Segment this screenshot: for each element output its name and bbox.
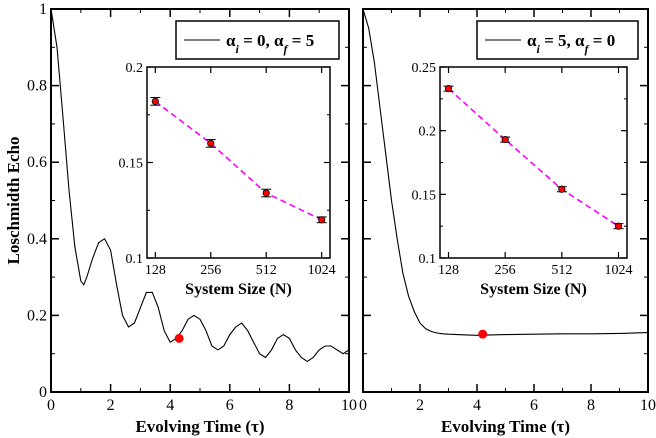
inset-x-tick-label: 256: [200, 263, 221, 278]
series-line: [50, 8, 350, 363]
legend-label-part: α: [274, 31, 284, 50]
legend-label-part: α: [527, 31, 537, 50]
inset-x-axis-label: System Size (N): [185, 281, 292, 298]
x-axis-label: Evolving Time (τ): [441, 417, 570, 436]
inset-x-tick-label: 256: [495, 263, 516, 278]
legend-label-part: i: [236, 42, 240, 56]
x-tick-label: 10: [640, 397, 656, 414]
legend-label-part: = 0,: [239, 31, 274, 50]
panel-left: 0 2 4 6 8 10 0 0.2 0.4 0.6 0.8 1 Evolving Time (τ) Lo…: [4, 1, 357, 436]
inset-data-point: [558, 185, 566, 193]
x-tick-label: 10: [341, 397, 357, 414]
y-tick-label: 0: [39, 384, 47, 401]
highlight-point: [174, 333, 184, 343]
legend-label-part: α: [575, 31, 585, 50]
legend-label: αi = 0, αf = 5: [226, 31, 314, 56]
inset-y-tick-label: 0.1: [419, 252, 437, 267]
y-tick-label: 0.4: [27, 231, 47, 248]
legend-label-part: = 0: [589, 31, 616, 50]
x-tick-label: 4: [166, 397, 174, 414]
inset-y-tick-label: 0.2: [126, 61, 144, 76]
x-tick-label: 4: [473, 397, 481, 414]
x-tick-label: 8: [587, 397, 595, 414]
legend-label: αi = 5, αf = 0: [527, 31, 615, 56]
inset-frame: [439, 66, 628, 259]
inset-x-tick-label: 512: [551, 263, 572, 278]
y-tick-label: 0.6: [27, 154, 47, 171]
inset-fit-line: [447, 88, 619, 227]
inset-y-tick-label: 0.2: [419, 125, 437, 140]
x-tick-label: 2: [107, 397, 115, 414]
legend-label-part: α: [226, 31, 236, 50]
x-tick-label: 2: [416, 397, 424, 414]
inset-x-tick-label: 128: [438, 263, 459, 278]
inset-frame: [146, 66, 331, 259]
x-tick-label: 0: [359, 397, 367, 414]
inset-data-point: [207, 139, 215, 147]
x-tick-label: 8: [285, 397, 293, 414]
inset-x-tick-label: 1024: [308, 263, 336, 278]
inset-data-point: [444, 85, 453, 93]
x-tick-label: 0: [47, 397, 55, 414]
inset-fit-line: [154, 100, 323, 221]
legend-label-part: = 5: [288, 31, 315, 50]
inset-left: 128 256 512 1024 0.1 0.15 0.2 System Size (N): [119, 61, 336, 298]
x-tick-label: 6: [226, 397, 234, 414]
inset-data-point: [262, 189, 270, 197]
y-tick-label: 0.8: [27, 78, 47, 95]
inset-data-point: [501, 135, 509, 144]
legend-label-part: i: [537, 42, 541, 56]
y-tick-label: 0.2: [27, 307, 47, 324]
inset-y-tick-label: 0.15: [119, 157, 144, 172]
x-axis-label: Evolving Time (τ): [135, 417, 264, 436]
inset-data-point: [151, 97, 159, 105]
highlight-point: [478, 329, 488, 339]
y-tick-label: 1: [39, 1, 47, 18]
x-tick-label: 6: [530, 397, 538, 414]
inset-x-axis-label: System Size (N): [480, 281, 587, 298]
legend-label-part: f: [284, 42, 289, 56]
inset-data-point: [318, 216, 326, 224]
inset-x-tick-label: 512: [256, 263, 277, 278]
inset-right: 128 256 512 1024 0.1 0.15 0.2 0.25 System Size (…: [412, 61, 633, 298]
legend-label-part: f: [585, 42, 590, 56]
legend-label-part: = 5,: [540, 31, 575, 50]
inset-y-tick-label: 0.15: [412, 188, 437, 203]
inset-y-tick-label: 0.1: [126, 252, 144, 267]
series-line: [362, 8, 649, 336]
inset-x-tick-label: 128: [145, 263, 166, 278]
y-axis-label: Loschmidth Echo: [4, 137, 23, 265]
inset-data-point: [614, 222, 623, 230]
inset-y-tick-label: 0.25: [412, 61, 437, 76]
inset-x-tick-label: 1024: [605, 263, 633, 278]
